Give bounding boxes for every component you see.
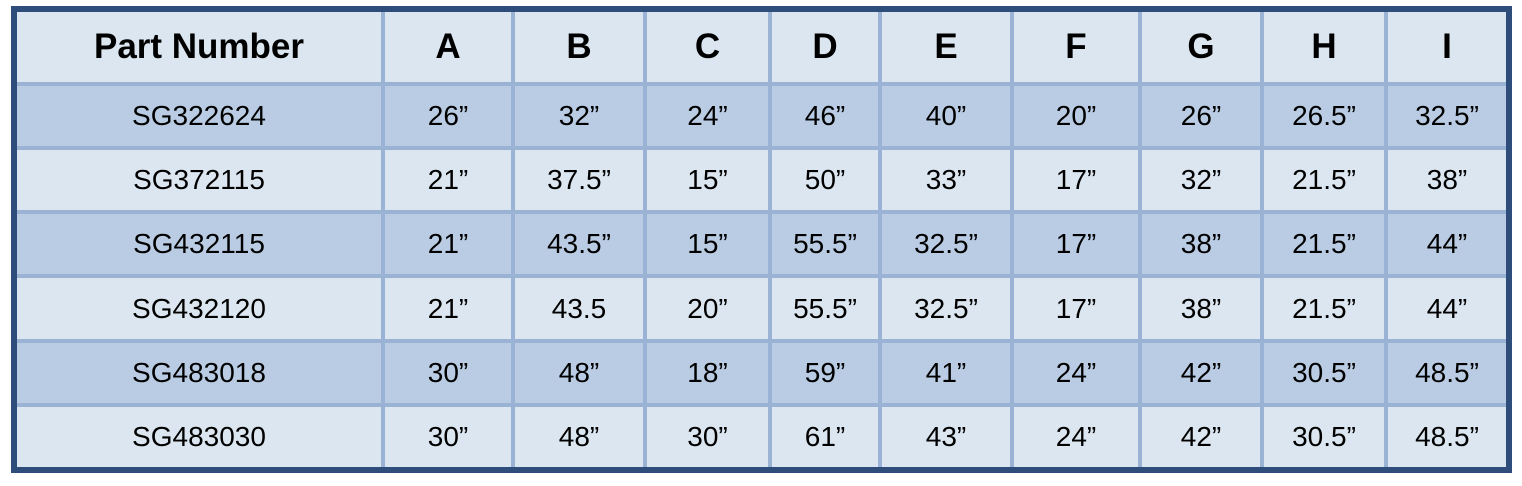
dimension-cell: 21” — [381, 274, 515, 343]
table: Part Number A B C D E F G H I SG322624 26” 32” 24” 46… — [17, 12, 1506, 467]
header-part-number: Part Number — [17, 12, 385, 86]
dimension-cell: 24” — [643, 81, 772, 151]
dimension-cell: 26” — [381, 81, 515, 151]
dimension-cell: 15” — [643, 146, 772, 215]
dimension-cell: 24” — [1010, 402, 1142, 467]
dimension-cell: 21.5” — [1260, 210, 1388, 279]
dimension-cell: 44” — [1384, 210, 1506, 279]
dimension-cell: 55.5” — [768, 210, 882, 279]
header-d: D — [768, 12, 882, 86]
header-f: F — [1010, 12, 1142, 86]
part-number-cell: SG483018 — [17, 338, 385, 407]
dimension-cell: 46” — [768, 81, 882, 151]
dimension-cell: 48” — [511, 402, 647, 467]
dimension-cell: 41” — [878, 338, 1014, 407]
dimension-cell: 20” — [1010, 81, 1142, 151]
header-g: G — [1138, 12, 1264, 86]
dimension-cell: 32.5” — [878, 274, 1014, 343]
header-b: B — [511, 12, 647, 86]
dimension-cell: 40” — [878, 81, 1014, 151]
dimension-cell: 30” — [381, 338, 515, 407]
table-row: SG483030 30” 48” 30” 61” 43” 24” 42” 30.5” 48.5” — [17, 402, 1506, 467]
header-h: H — [1260, 12, 1388, 86]
dimension-cell: 24” — [1010, 338, 1142, 407]
header-e: E — [878, 12, 1014, 86]
table-row: SG432120 21” 43.5 20” 55.5” 32.5” 17” 38” 21.5” 4… — [17, 274, 1506, 343]
dimension-cell: 26.5” — [1260, 81, 1388, 151]
dimension-cell: 21.5” — [1260, 146, 1388, 215]
part-dimensions-table: Part Number A B C D E F G H I SG322624 26” 32” 24” 46… — [11, 6, 1512, 473]
dimension-cell: 30.5” — [1260, 402, 1388, 467]
dimension-cell: 21.5” — [1260, 274, 1388, 343]
dimension-cell: 21” — [381, 146, 515, 215]
dimension-cell: 20” — [643, 274, 772, 343]
dimension-cell: 48.5” — [1384, 402, 1506, 467]
dimension-cell: 33” — [878, 146, 1014, 215]
dimension-cell: 32” — [511, 81, 647, 151]
dimension-cell: 32.5” — [878, 210, 1014, 279]
dimension-cell: 48.5” — [1384, 338, 1506, 407]
dimension-cell: 18” — [643, 338, 772, 407]
dimension-cell: 32” — [1138, 146, 1264, 215]
dimension-cell: 15” — [643, 210, 772, 279]
table-row: SG432115 21” 43.5” 15” 55.5” 32.5” 17” 38” 21.5”… — [17, 210, 1506, 279]
dimension-cell: 26” — [1138, 81, 1264, 151]
dimension-cell: 30” — [643, 402, 772, 467]
dimension-cell: 50” — [768, 146, 882, 215]
dimension-cell: 42” — [1138, 338, 1264, 407]
part-number-cell: SG372115 — [17, 146, 385, 215]
dimension-cell: 21” — [381, 210, 515, 279]
table-row: SG372115 21” 37.5” 15” 50” 33” 17” 32” 21.5” 38” — [17, 146, 1506, 215]
table-row: SG322624 26” 32” 24” 46” 40” 20” 26” 26.5” 32.5” — [17, 81, 1506, 151]
dimension-cell: 44” — [1384, 274, 1506, 343]
dimension-cell: 55.5” — [768, 274, 882, 343]
header-a: A — [381, 12, 515, 86]
dimension-cell: 17” — [1010, 274, 1142, 343]
dimension-cell: 43.5 — [511, 274, 647, 343]
table-row: SG483018 30” 48” 18” 59” 41” 24” 42” 30.5” 48.5” — [17, 338, 1506, 407]
dimension-cell: 38” — [1384, 146, 1506, 215]
part-number-cell: SG483030 — [17, 402, 385, 467]
dimension-cell: 17” — [1010, 146, 1142, 215]
part-number-cell: SG322624 — [17, 81, 385, 151]
part-number-cell: SG432115 — [17, 210, 385, 279]
dimension-cell: 48” — [511, 338, 647, 407]
dimension-cell: 17” — [1010, 210, 1142, 279]
dimension-cell: 43.5” — [511, 210, 647, 279]
dimension-cell: 38” — [1138, 210, 1264, 279]
dimension-cell: 43” — [878, 402, 1014, 467]
dimension-cell: 30” — [381, 402, 515, 467]
header-i: I — [1384, 12, 1506, 86]
dimension-cell: 32.5” — [1384, 81, 1506, 151]
dimension-cell: 30.5” — [1260, 338, 1388, 407]
dimension-cell: 38” — [1138, 274, 1264, 343]
header-row: Part Number A B C D E F G H I — [17, 12, 1506, 86]
dimension-cell: 42” — [1138, 402, 1264, 467]
header-c: C — [643, 12, 772, 86]
dimension-cell: 59” — [768, 338, 882, 407]
dimension-cell: 37.5” — [511, 146, 647, 215]
part-number-cell: SG432120 — [17, 274, 385, 343]
dimension-cell: 61” — [768, 402, 882, 467]
